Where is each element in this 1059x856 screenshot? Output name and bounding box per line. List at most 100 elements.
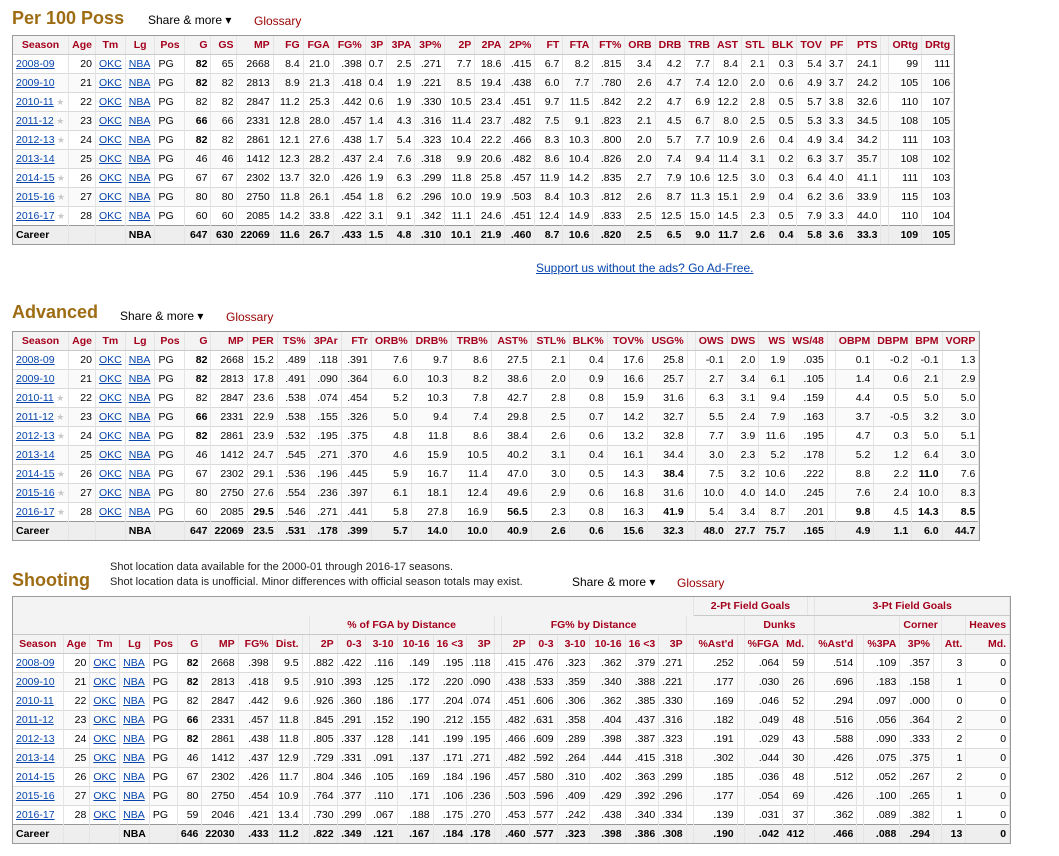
per100-col-pf[interactable]: PF	[825, 36, 848, 55]
per100-col-3p-[interactable]: 3P%	[414, 36, 446, 55]
season-link[interactable]: 2012-13	[16, 430, 55, 442]
team-link[interactable]: OKC	[93, 809, 117, 821]
shooting-col-16-3[interactable]: 16 <3	[433, 634, 468, 654]
per100-col-ortg[interactable]: ORtg	[888, 36, 923, 55]
season-link[interactable]: 2013-14	[16, 752, 55, 764]
season-link[interactable]: 2010-11	[16, 695, 54, 707]
league-link[interactable]: NBA	[128, 430, 151, 442]
team-link[interactable]: OKC	[93, 790, 117, 802]
advanced-col-mp[interactable]: MP	[210, 332, 248, 351]
advanced-col-ows[interactable]: OWS	[695, 332, 728, 351]
per100-col-fta[interactable]: FTA	[562, 36, 594, 55]
team-link[interactable]: OKC	[98, 96, 122, 108]
team-link[interactable]: OKC	[98, 411, 122, 423]
team-link[interactable]: OKC	[98, 468, 122, 480]
ad-free-link[interactable]: Support us without the ads? Go Ad-Free.	[536, 261, 754, 275]
team-link[interactable]: OKC	[98, 430, 122, 442]
per100-col-fga[interactable]: FGA	[303, 36, 334, 55]
advanced-col-age[interactable]: Age	[68, 332, 96, 351]
shooting-col--3pa[interactable]: %3PA	[863, 634, 901, 654]
advanced-col-bpm[interactable]: BPM	[911, 332, 943, 351]
team-link[interactable]: OKC	[93, 771, 117, 783]
team-link[interactable]: OKC	[98, 58, 122, 70]
per100-col-gs[interactable]: GS	[210, 36, 238, 55]
advanced-col-drb-[interactable]: DRB%	[411, 332, 452, 351]
shooting-col-tm[interactable]: Tm	[89, 634, 121, 654]
team-link[interactable]: OKC	[98, 506, 122, 518]
advanced-col-pos[interactable]: Pos	[154, 332, 186, 351]
per100-col-ft[interactable]: FT	[534, 36, 564, 55]
per100-col-orb[interactable]: ORB	[624, 36, 656, 55]
season-link[interactable]: 2010-11	[16, 392, 54, 404]
advanced-col-dbpm[interactable]: DBPM	[873, 332, 913, 351]
per100-col-drb[interactable]: DRB	[655, 36, 686, 55]
league-link[interactable]: NBA	[123, 733, 145, 745]
season-link[interactable]: 2014-15	[16, 468, 55, 480]
shooting-col-2p[interactable]: 2P	[309, 634, 338, 654]
shooting-col-3p[interactable]: 3P	[466, 634, 495, 654]
shooting-col-lg[interactable]: Lg	[119, 634, 150, 654]
per100-col-season[interactable]: Season	[13, 36, 70, 55]
league-link[interactable]: NBA	[123, 752, 145, 764]
league-link[interactable]: NBA	[128, 153, 151, 165]
advanced-col-tm[interactable]: Tm	[95, 332, 126, 351]
league-link[interactable]: NBA	[128, 487, 151, 499]
shooting-glossary-link[interactable]: Glossary	[677, 576, 725, 590]
shooting-col-3p-[interactable]: 3P%	[899, 634, 934, 654]
league-link[interactable]: NBA	[128, 134, 151, 146]
per100-col-age[interactable]: Age	[68, 36, 96, 55]
league-link[interactable]: NBA	[128, 506, 151, 518]
season-link[interactable]: 2015-16	[16, 191, 55, 203]
advanced-col-trb-[interactable]: TRB%	[451, 332, 492, 351]
league-link[interactable]: NBA	[123, 771, 145, 783]
league-link[interactable]: NBA	[123, 657, 145, 669]
season-link[interactable]: 2016-17	[16, 506, 55, 518]
season-link[interactable]: 2009-10	[16, 373, 55, 385]
season-link[interactable]: 2013-14	[16, 153, 55, 165]
per100-col-drtg[interactable]: DRtg	[921, 36, 955, 55]
per100-share-button[interactable]: Share & more ▾	[148, 13, 232, 27]
advanced-col-season[interactable]: Season	[13, 332, 70, 351]
shooting-col--fga[interactable]: %FGA	[744, 634, 784, 654]
advanced-share-button[interactable]: Share & more ▾	[120, 309, 204, 323]
shooting-col-3-10[interactable]: 3-10	[557, 634, 590, 654]
per100-col-3p[interactable]: 3P	[365, 36, 388, 55]
advanced-col-3par[interactable]: 3PAr	[309, 332, 342, 351]
per100-col-blk[interactable]: BLK	[768, 36, 798, 55]
season-link[interactable]: 2013-14	[16, 449, 55, 461]
league-link[interactable]: NBA	[128, 58, 151, 70]
shooting-col-10-16[interactable]: 10-16	[397, 634, 434, 654]
league-link[interactable]: NBA	[123, 714, 145, 726]
per100-col-fg[interactable]: FG	[273, 36, 304, 55]
league-link[interactable]: NBA	[128, 392, 151, 404]
per100-col-2pa[interactable]: 2PA	[474, 36, 506, 55]
advanced-col-ast-[interactable]: AST%	[491, 332, 532, 351]
advanced-col-tov-[interactable]: TOV%	[607, 332, 648, 351]
league-link[interactable]: NBA	[128, 411, 151, 423]
team-link[interactable]: OKC	[93, 676, 117, 688]
season-link[interactable]: 2010-11	[16, 96, 54, 108]
per100-glossary-link[interactable]: Glossary	[254, 14, 302, 28]
per100-col-ft-[interactable]: FT%	[592, 36, 626, 55]
shooting-col-0-3[interactable]: 0-3	[337, 634, 366, 654]
shooting-col-md-[interactable]: Md.	[965, 634, 1011, 654]
per100-col-3pa[interactable]: 3PA	[386, 36, 416, 55]
shooting-col-md-[interactable]: Md.	[782, 634, 809, 654]
league-link[interactable]: NBA	[128, 373, 151, 385]
league-link[interactable]: NBA	[128, 354, 151, 366]
advanced-col-orb-[interactable]: ORB%	[371, 332, 412, 351]
advanced-col-usg-[interactable]: USG%	[647, 332, 688, 351]
shooting-share-button[interactable]: Share & more ▾	[572, 575, 656, 589]
season-link[interactable]: 2011-12	[16, 714, 54, 726]
league-link[interactable]: NBA	[128, 191, 151, 203]
team-link[interactable]: OKC	[93, 733, 117, 745]
shooting-col-2p[interactable]: 2P	[501, 634, 530, 654]
league-link[interactable]: NBA	[128, 172, 151, 184]
per100-col-tov[interactable]: TOV	[796, 36, 826, 55]
team-link[interactable]: OKC	[98, 191, 122, 203]
team-link[interactable]: OKC	[98, 373, 122, 385]
team-link[interactable]: OKC	[93, 657, 117, 669]
per100-col-mp[interactable]: MP	[236, 36, 274, 55]
league-link[interactable]: NBA	[128, 449, 151, 461]
season-link[interactable]: 2015-16	[16, 790, 55, 802]
